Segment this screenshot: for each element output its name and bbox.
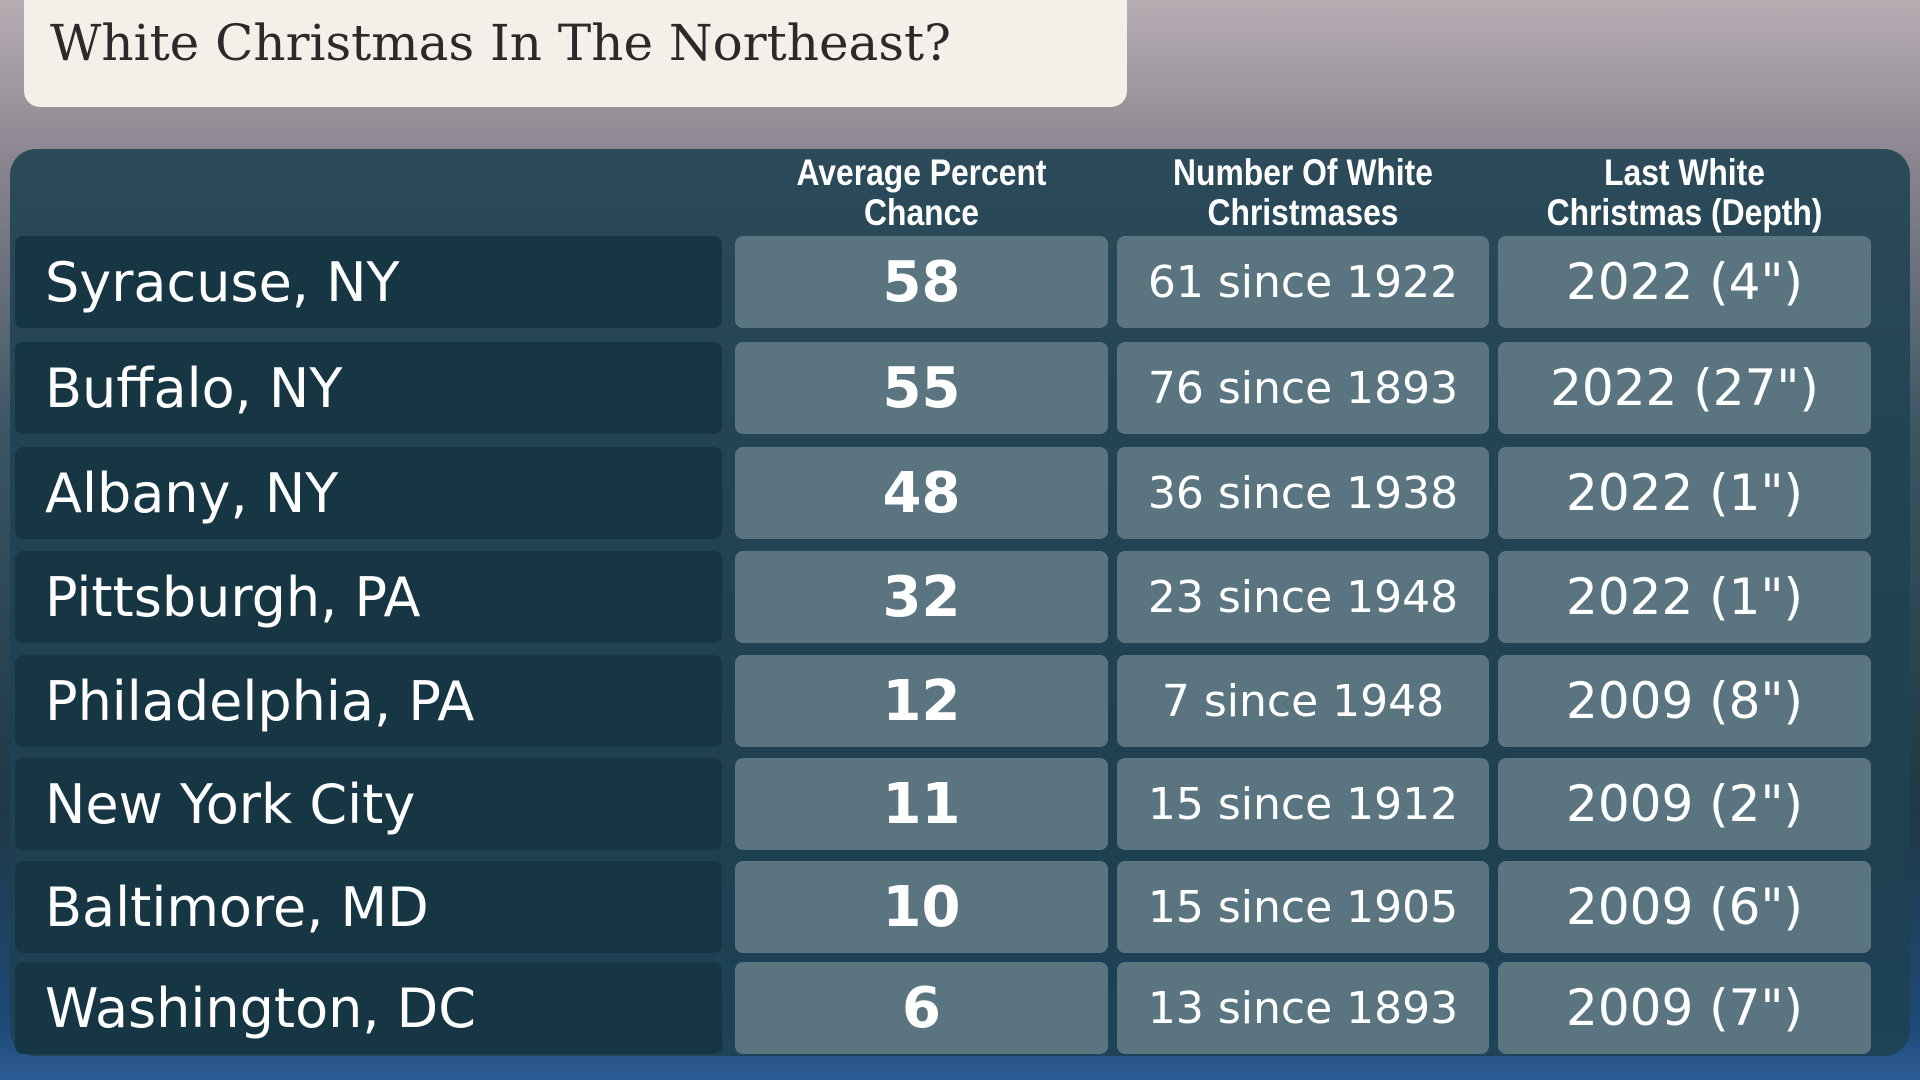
city-name: Buffalo, NY (15, 342, 722, 434)
white-christmas-count: 76 since 1893 (1117, 342, 1489, 434)
last-white-christmas: 2009 (2") (1498, 758, 1871, 850)
city-name: Pittsburgh, PA (15, 551, 722, 643)
white-christmas-count: 23 since 1948 (1117, 551, 1489, 643)
white-christmas-count: 15 since 1912 (1117, 758, 1489, 850)
percent-chance: 6 (735, 962, 1108, 1054)
column-header: Average Percent Chance (796, 152, 1047, 233)
white-christmas-count: 7 since 1948 (1117, 655, 1489, 747)
last-white-christmas: 2022 (1") (1498, 447, 1871, 539)
city-name: Washington, DC (15, 962, 722, 1054)
percent-chance: 48 (735, 447, 1108, 539)
white-christmas-count: 61 since 1922 (1117, 236, 1489, 328)
last-white-christmas: 2009 (8") (1498, 655, 1871, 747)
percent-chance: 10 (735, 861, 1108, 953)
percent-chance: 55 (735, 342, 1108, 434)
column-header: Last White Christmas (Depth) (1546, 152, 1823, 233)
white-christmas-count: 13 since 1893 (1117, 962, 1489, 1054)
white-christmas-count: 36 since 1938 (1117, 447, 1489, 539)
city-name: Philadelphia, PA (15, 655, 722, 747)
title-box: White Christmas In The Northeast? (24, 0, 1127, 107)
last-white-christmas: 2009 (7") (1498, 962, 1871, 1054)
percent-chance: 32 (735, 551, 1108, 643)
last-white-christmas: 2022 (1") (1498, 551, 1871, 643)
last-white-christmas: 2022 (27") (1498, 342, 1871, 434)
last-white-christmas: 2022 (4") (1498, 236, 1871, 328)
city-name: Baltimore, MD (15, 861, 722, 953)
last-white-christmas: 2009 (6") (1498, 861, 1871, 953)
percent-chance: 58 (735, 236, 1108, 328)
column-header: Number Of White Christmases (1173, 152, 1433, 233)
percent-chance: 12 (735, 655, 1108, 747)
title: White Christmas In The Northeast? (50, 14, 951, 72)
city-name: Syracuse, NY (15, 236, 722, 328)
city-name: Albany, NY (15, 447, 722, 539)
percent-chance: 11 (735, 758, 1108, 850)
city-name: New York City (15, 758, 722, 850)
white-christmas-count: 15 since 1905 (1117, 861, 1489, 953)
